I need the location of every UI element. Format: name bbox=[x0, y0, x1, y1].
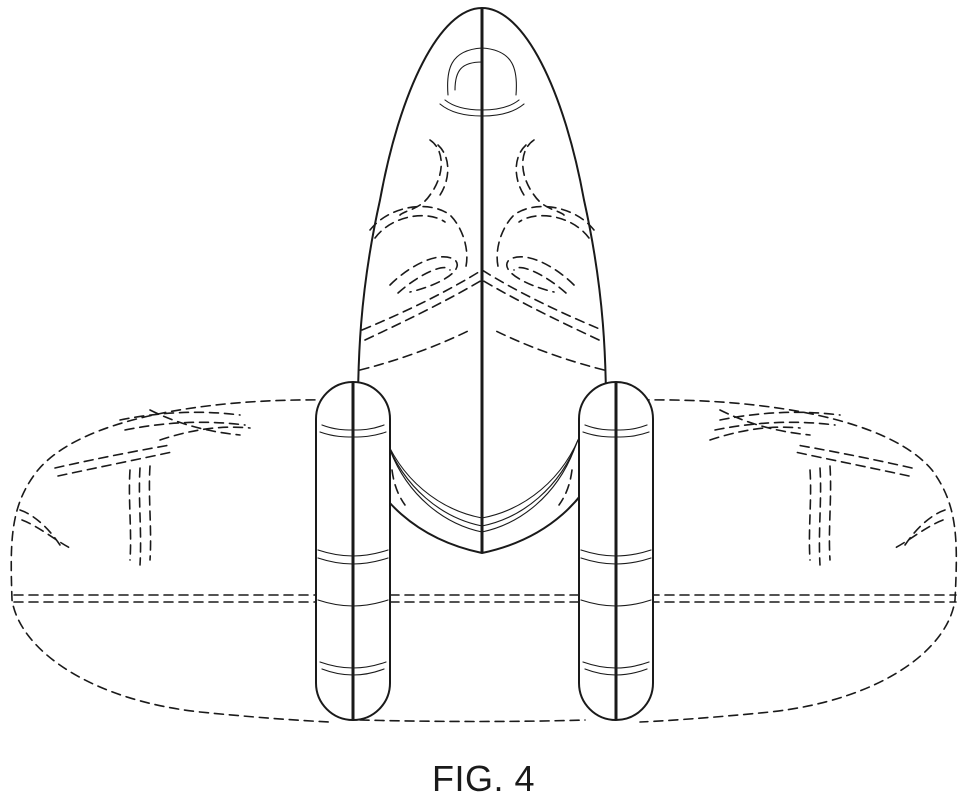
figure-caption: FIG. 4 bbox=[0, 758, 967, 800]
dashed-ring-details-right bbox=[710, 410, 945, 565]
left-pontoon bbox=[316, 382, 390, 720]
central-body bbox=[358, 8, 606, 553]
right-pontoon bbox=[579, 382, 653, 720]
dashed-ring-details-left bbox=[20, 410, 250, 565]
